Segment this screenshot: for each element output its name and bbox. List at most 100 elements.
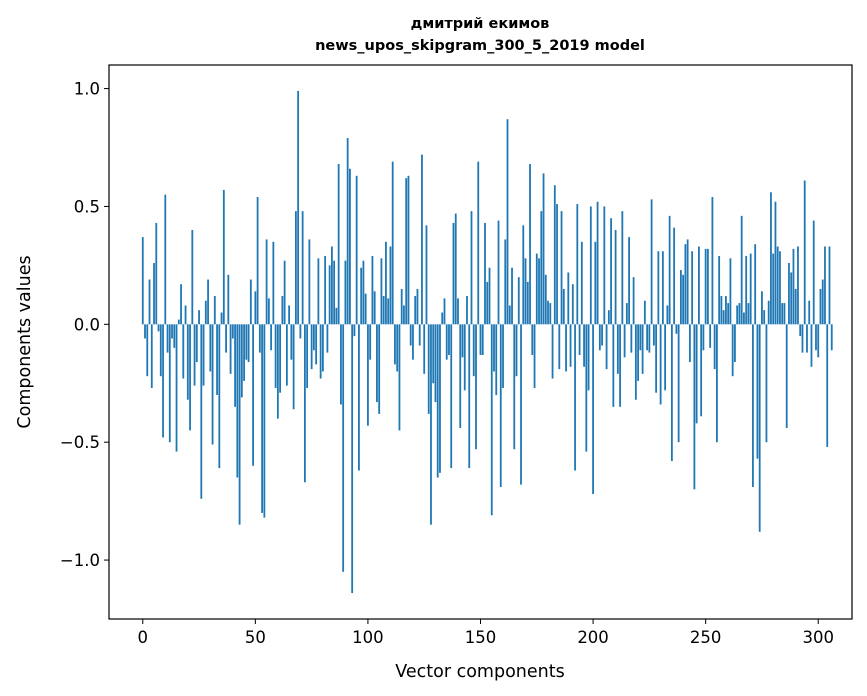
bar bbox=[175, 324, 178, 452]
bar bbox=[432, 324, 435, 384]
bar bbox=[702, 324, 705, 351]
bar bbox=[486, 281, 489, 325]
bar bbox=[488, 267, 491, 325]
bar bbox=[281, 296, 284, 325]
bar bbox=[707, 248, 709, 325]
bar bbox=[247, 324, 250, 363]
bar bbox=[540, 211, 543, 325]
bar bbox=[358, 324, 360, 471]
bar bbox=[211, 324, 214, 445]
bar bbox=[682, 274, 685, 325]
bar bbox=[547, 300, 549, 325]
bar bbox=[666, 305, 669, 325]
bar bbox=[177, 319, 180, 325]
bar bbox=[641, 324, 644, 374]
bar bbox=[677, 324, 680, 443]
bar bbox=[457, 298, 459, 325]
bar bbox=[779, 251, 781, 325]
bar bbox=[398, 324, 401, 431]
bar bbox=[240, 324, 243, 398]
bar bbox=[781, 303, 784, 325]
bar bbox=[468, 324, 471, 469]
bar bbox=[448, 324, 450, 355]
bar bbox=[526, 281, 529, 325]
bar bbox=[272, 241, 275, 325]
bar bbox=[830, 324, 833, 351]
bar bbox=[821, 279, 824, 325]
bar bbox=[423, 324, 426, 374]
bar bbox=[788, 263, 790, 325]
bar bbox=[776, 246, 779, 325]
bar bbox=[236, 324, 239, 478]
bar bbox=[673, 227, 676, 325]
bar bbox=[301, 211, 304, 325]
bar bbox=[752, 324, 754, 487]
bar bbox=[736, 305, 739, 325]
bar bbox=[389, 246, 392, 325]
bar bbox=[785, 324, 788, 429]
bar bbox=[193, 324, 196, 386]
bar bbox=[299, 324, 302, 339]
bar bbox=[558, 324, 561, 370]
bar bbox=[310, 324, 313, 370]
bar bbox=[279, 324, 282, 393]
bar bbox=[610, 218, 612, 325]
bar bbox=[171, 324, 173, 339]
bar bbox=[360, 267, 363, 325]
bar bbox=[731, 324, 734, 377]
bar bbox=[720, 296, 723, 325]
bar bbox=[763, 310, 766, 325]
bar bbox=[556, 204, 558, 325]
chart-title-line2: news_upos_skipgram_300_5_2019 model bbox=[315, 38, 645, 54]
bar bbox=[770, 192, 772, 325]
bar bbox=[191, 230, 194, 325]
bar bbox=[452, 222, 455, 325]
bar bbox=[824, 246, 826, 325]
x-tick-label: 150 bbox=[465, 628, 497, 647]
bar bbox=[427, 324, 430, 414]
bar bbox=[265, 239, 268, 325]
bar bbox=[506, 119, 509, 325]
bar bbox=[754, 244, 757, 325]
bar bbox=[227, 274, 230, 325]
bar bbox=[436, 324, 439, 478]
bar bbox=[508, 305, 511, 325]
bar bbox=[153, 263, 155, 325]
bar bbox=[594, 241, 597, 325]
bar bbox=[740, 215, 743, 325]
bar bbox=[576, 204, 579, 325]
bar bbox=[625, 303, 628, 325]
bar bbox=[574, 324, 576, 471]
bar bbox=[614, 230, 617, 325]
bar bbox=[812, 220, 815, 325]
bar bbox=[774, 201, 777, 325]
bar bbox=[743, 312, 745, 325]
bar bbox=[198, 310, 200, 325]
bar bbox=[592, 324, 594, 495]
bar bbox=[141, 237, 144, 325]
bar bbox=[628, 237, 630, 325]
bar bbox=[650, 199, 653, 325]
x-tick-label: 100 bbox=[352, 628, 384, 647]
bar bbox=[396, 324, 399, 372]
bar bbox=[258, 324, 261, 353]
bar bbox=[522, 225, 525, 325]
bar bbox=[274, 324, 277, 388]
bar bbox=[517, 277, 520, 325]
bar bbox=[533, 324, 536, 388]
bar bbox=[472, 324, 475, 377]
bar bbox=[679, 270, 682, 325]
bar bbox=[150, 324, 153, 388]
chart-title-line1: дмитрий екимов bbox=[411, 16, 550, 32]
bar bbox=[497, 220, 500, 325]
bar bbox=[200, 324, 203, 499]
bar bbox=[213, 296, 216, 325]
bar bbox=[443, 298, 446, 325]
bar bbox=[772, 253, 775, 325]
bar bbox=[414, 296, 417, 325]
bar bbox=[216, 324, 218, 396]
bar bbox=[794, 288, 797, 325]
bar bbox=[340, 324, 342, 405]
bar bbox=[303, 324, 306, 483]
bar bbox=[747, 303, 750, 325]
